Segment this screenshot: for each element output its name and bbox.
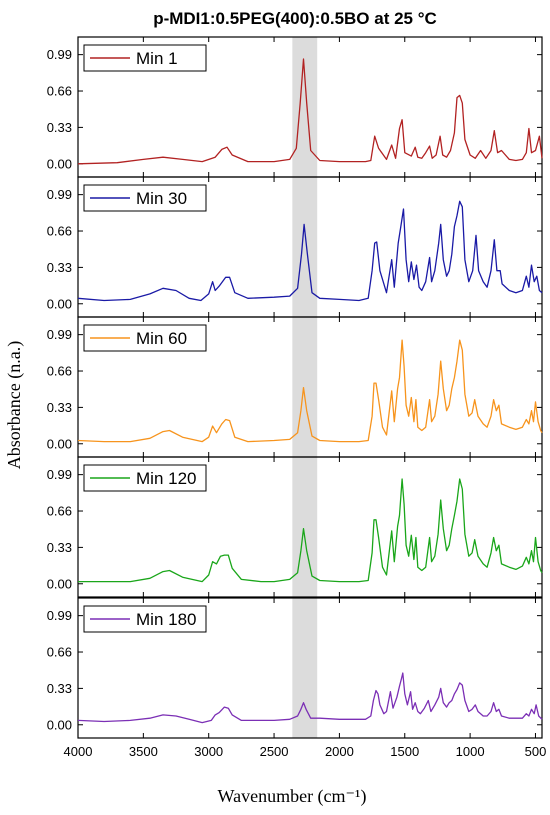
y-tick-label: 0.33 — [47, 260, 72, 275]
series-line-5 — [77, 672, 543, 724]
y-tick-label: 0.00 — [47, 296, 72, 311]
y-tick-label: 0.99 — [47, 327, 72, 342]
y-tick-label: 0.33 — [47, 120, 72, 135]
y-tick-label: 0.33 — [47, 400, 72, 415]
chart-title: p-MDI1:0.5PEG(400):0.5BO at 25 °C — [153, 9, 437, 28]
panel-frame — [77, 456, 543, 598]
x-tick-label: 3000 — [194, 744, 223, 759]
panel-3: 0.00 0.33 0.66 0.99 Min 60 — [47, 316, 543, 458]
panel-1: 0.00 0.33 0.66 0.99 Min 1 — [47, 36, 543, 178]
y-tick-label: 0.66 — [47, 504, 72, 519]
y-tick-label: 0.66 — [47, 645, 72, 660]
x-tick-label: 4000 — [64, 744, 93, 759]
y-tick-label: 0.33 — [47, 540, 72, 555]
x-tick-label: 1000 — [456, 744, 485, 759]
y-tick-label: 0.66 — [47, 224, 72, 239]
y-tick-label: 0.00 — [47, 156, 72, 171]
legend-label: Min 120 — [136, 469, 196, 488]
panel-5: 0.00 0.33 0.66 0.99 Min 180 — [47, 597, 543, 739]
x-axis-label: Wavenumber (cm⁻¹) — [218, 786, 367, 807]
panel-2: 0.00 0.33 0.66 0.99 Min 30 — [47, 176, 543, 318]
legend-label: Min 180 — [136, 610, 196, 629]
y-tick-label: 0.66 — [47, 364, 72, 379]
panel-4: 0.00 0.33 0.66 0.99 Min 120 — [47, 456, 543, 598]
y-axis-label: Absorbance (n.a.) — [4, 341, 25, 469]
legend-label: Min 30 — [136, 189, 187, 208]
y-tick-label: 0.99 — [47, 47, 72, 62]
series-line-4 — [78, 478, 543, 583]
y-tick-label: 0.66 — [47, 84, 72, 99]
x-tick-label: 3500 — [129, 744, 158, 759]
y-tick-label: 0.33 — [47, 681, 72, 696]
series-line-2 — [77, 200, 543, 302]
legend-label: Min 1 — [136, 49, 178, 68]
panel-frame — [77, 597, 543, 739]
series-line-1 — [77, 58, 543, 165]
x-tick-label: 500 — [525, 744, 547, 759]
y-tick-label: 0.99 — [47, 187, 72, 202]
legend-label: Min 60 — [136, 329, 187, 348]
y-tick-label: 0.99 — [47, 608, 72, 623]
plot-layer: 0.00 0.33 0.66 0.99 Min 1 0.00 0.33 0.66 0.99 Min… — [47, 36, 547, 759]
y-tick-label: 0.00 — [47, 576, 72, 591]
x-tick-label: 1500 — [390, 744, 419, 759]
y-tick-label: 0.99 — [47, 467, 72, 482]
x-tick-label: 2000 — [325, 744, 354, 759]
series-line-3 — [77, 339, 543, 443]
highlight-band — [292, 37, 318, 738]
x-tick-label: 2500 — [260, 744, 289, 759]
y-tick-label: 0.00 — [47, 436, 72, 451]
y-tick-label: 0.00 — [47, 717, 72, 732]
